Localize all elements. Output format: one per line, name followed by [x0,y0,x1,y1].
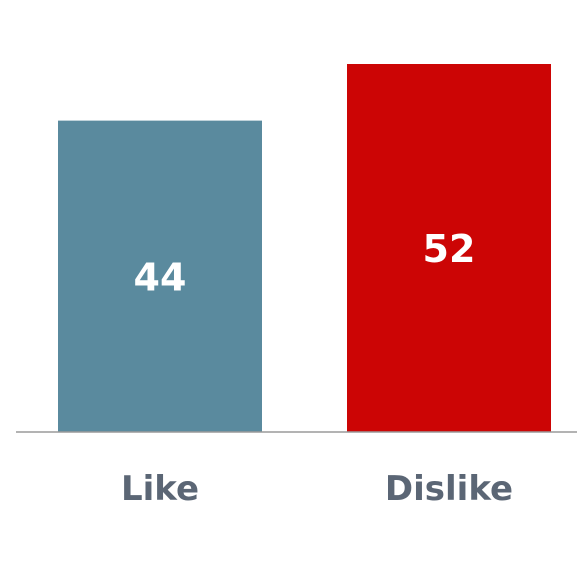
bars-group: 44 52 [58,64,551,432]
bar-like [58,120,262,432]
category-label-dislike: Dislike [385,469,513,509]
bar-value-label-dislike: 52 [423,227,476,271]
category-labels-group: Like Dislike [121,469,513,509]
bar-value-label-like: 44 [134,255,187,299]
category-label-like: Like [121,469,199,509]
bar-dislike [347,64,551,432]
